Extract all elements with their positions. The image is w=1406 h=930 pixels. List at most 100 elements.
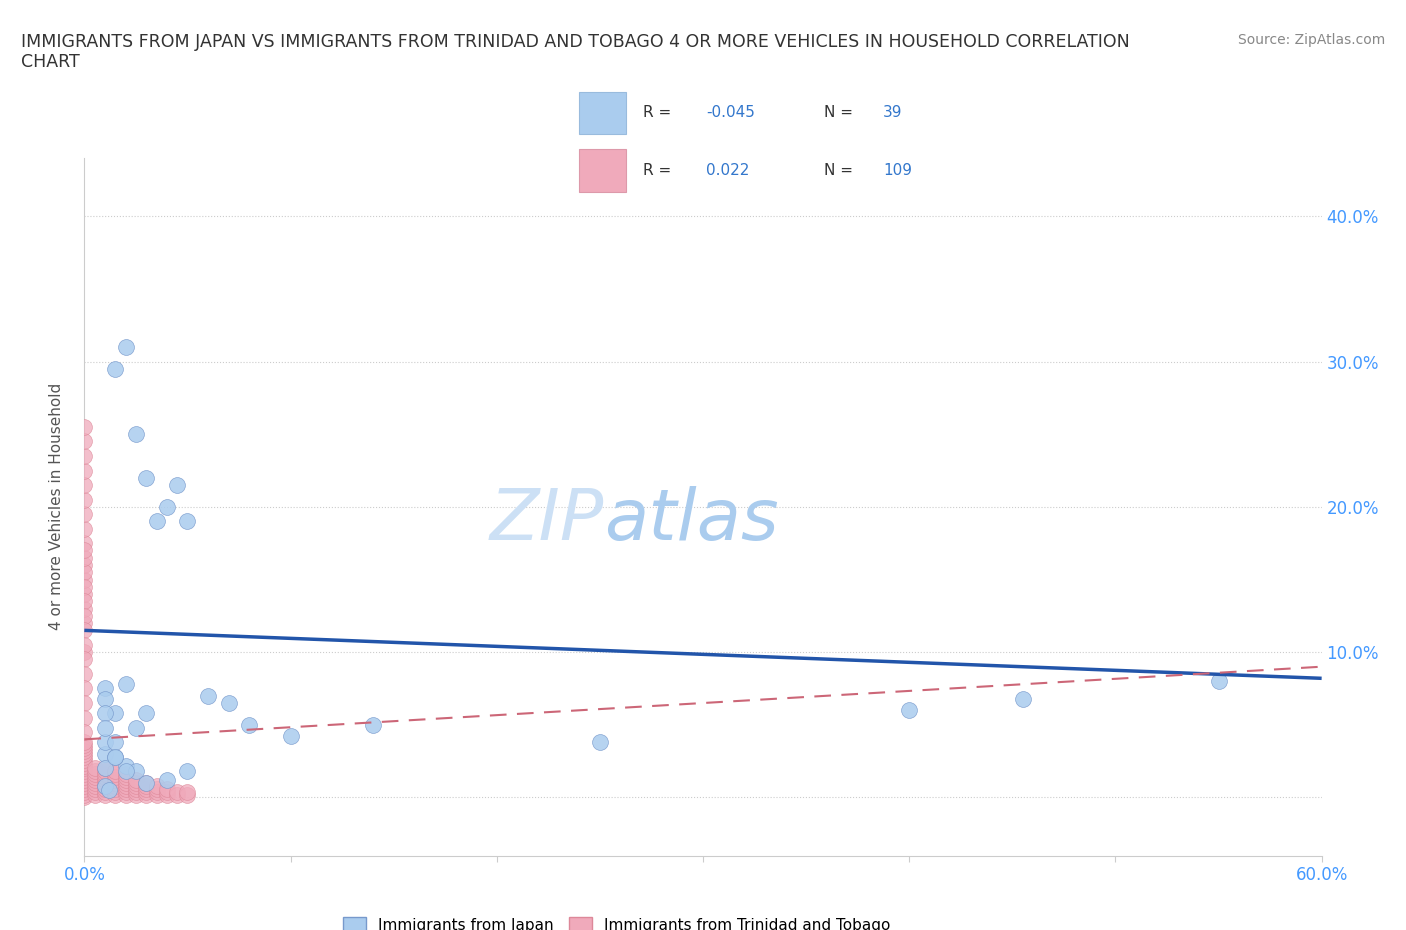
Point [83,787,105,802]
Point [73,740,96,755]
Point [176,787,198,802]
Point [114,781,136,796]
Point [73,601,96,616]
Point [176,764,198,778]
Point [104,778,127,793]
Point [114,784,136,799]
Point [166,784,188,799]
Text: ZIP: ZIP [489,486,605,555]
Y-axis label: 4 or more Vehicles in Household: 4 or more Vehicles in Household [49,383,63,631]
Point [94,787,117,802]
Point [104,766,127,781]
Point [94,761,117,776]
Point [73,644,96,659]
Point [114,758,136,773]
FancyBboxPatch shape [579,150,626,193]
Point [280,729,302,744]
Point [73,787,96,802]
Point [83,770,105,785]
Point [125,773,148,788]
Point [125,787,148,802]
Text: atlas: atlas [605,486,779,555]
Point [135,781,157,796]
Point [73,507,96,522]
Point [104,770,127,785]
Point [156,787,179,802]
Text: N =: N = [824,163,853,179]
Point [73,776,96,790]
Point [73,572,96,587]
Point [73,637,96,652]
Point [125,781,148,796]
Point [104,764,127,778]
Point [104,781,127,796]
Point [73,594,96,609]
Point [98,783,121,798]
Point [73,711,96,725]
Point [73,463,96,478]
Point [1011,691,1033,706]
Point [73,773,96,788]
Point [73,587,96,602]
Point [73,696,96,711]
Point [73,536,96,551]
Point [94,691,117,706]
Point [73,784,96,799]
Point [73,761,96,776]
Point [238,717,260,732]
Point [83,778,105,793]
Point [114,773,136,788]
Point [73,543,96,558]
Text: Source: ZipAtlas.com: Source: ZipAtlas.com [1237,33,1385,46]
Point [73,652,96,667]
Point [73,744,96,759]
Point [73,558,96,573]
Point [73,681,96,696]
Point [156,773,179,788]
Point [114,764,136,778]
Point [125,778,148,793]
Text: N =: N = [824,105,853,121]
Point [73,579,96,594]
Point [94,747,117,762]
Point [361,717,384,732]
Point [197,688,219,703]
Point [114,778,136,793]
Point [156,784,179,799]
Point [94,706,117,721]
Text: R =: R = [643,163,671,179]
Point [125,776,148,790]
Point [114,766,136,781]
Point [73,492,96,507]
Point [156,499,179,514]
Point [73,521,96,536]
Point [73,755,96,770]
Point [145,787,167,802]
Point [83,776,105,790]
Point [135,784,157,799]
Point [94,778,117,793]
Point [114,339,136,354]
Point [73,766,96,781]
Point [73,616,96,631]
Point [135,778,157,793]
Point [94,778,117,793]
Point [104,735,127,750]
Point [73,724,96,739]
Point [176,514,198,529]
Point [73,623,96,638]
Point [218,696,240,711]
Point [156,781,179,796]
Point [94,773,117,788]
Point [135,776,157,790]
Text: 109: 109 [883,163,912,179]
Text: IMMIGRANTS FROM JAPAN VS IMMIGRANTS FROM TRINIDAD AND TOBAGO 4 OR MORE VEHICLES : IMMIGRANTS FROM JAPAN VS IMMIGRANTS FROM… [21,33,1130,72]
Point [94,781,117,796]
Point [589,735,612,750]
Point [73,551,96,565]
Point [73,764,96,778]
Point [114,677,136,692]
Point [94,764,117,778]
Point [94,784,117,799]
Point [73,747,96,762]
